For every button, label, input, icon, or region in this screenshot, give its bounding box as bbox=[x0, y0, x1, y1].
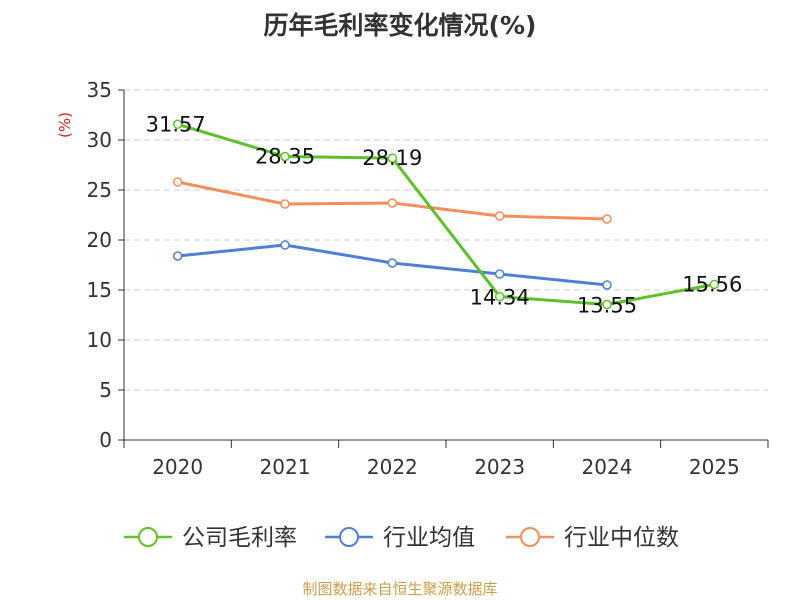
series-line-0 bbox=[176, 122, 716, 306]
legend-label: 行业均值 bbox=[383, 525, 475, 551]
data-label: 14.34 bbox=[470, 286, 530, 310]
y-tick-label: 25 bbox=[87, 178, 112, 202]
data-label: 15.56 bbox=[682, 272, 742, 296]
data-label: 28.35 bbox=[255, 145, 315, 169]
series-lines bbox=[172, 119, 720, 310]
y-axis-label: (%) bbox=[56, 112, 74, 138]
data-point bbox=[602, 280, 612, 290]
data-point bbox=[387, 198, 398, 208]
y-tick-label: 15 bbox=[87, 278, 112, 302]
x-tick-label: 2023 bbox=[474, 455, 525, 479]
y-tick-label: 0 bbox=[99, 428, 112, 452]
data-point bbox=[280, 199, 290, 209]
data-label: 28.19 bbox=[362, 146, 422, 170]
data-point bbox=[494, 291, 505, 302]
data-point bbox=[387, 153, 398, 163]
data-point bbox=[494, 269, 505, 279]
x-tick-label: 2022 bbox=[367, 455, 418, 479]
x-tick-label: 2021 bbox=[260, 455, 311, 479]
y-tick-label: 30 bbox=[87, 128, 112, 152]
data-point bbox=[172, 251, 183, 261]
y-tick-label: 20 bbox=[87, 228, 112, 252]
data-point bbox=[602, 214, 612, 224]
x-tick-label: 2020 bbox=[152, 455, 203, 479]
grid-lines bbox=[124, 89, 768, 391]
x-tick-label: 2024 bbox=[582, 455, 633, 479]
data-point bbox=[709, 279, 720, 290]
data-label: 31.57 bbox=[146, 112, 206, 136]
legend-label: 行业中位数 bbox=[564, 525, 679, 551]
legend-marker bbox=[520, 527, 540, 547]
data-point bbox=[172, 119, 183, 130]
chart-title: 历年毛利率变化情况(%) bbox=[263, 11, 537, 40]
y-tick-label: 5 bbox=[99, 378, 112, 402]
legend-marker bbox=[339, 527, 359, 547]
data-label: 13.55 bbox=[577, 294, 637, 318]
data-point bbox=[602, 299, 612, 310]
data-point bbox=[280, 240, 290, 250]
data-point bbox=[280, 151, 290, 162]
source-footer: 制图数据来自恒生聚源数据库 bbox=[302, 580, 498, 598]
y-tick-label: 35 bbox=[87, 78, 112, 102]
legend-marker bbox=[138, 527, 158, 547]
data-point bbox=[387, 258, 398, 268]
data-point bbox=[494, 211, 505, 221]
legend: 公司毛利率 行业均值 行业中位数 bbox=[124, 525, 679, 551]
legend-label: 公司毛利率 bbox=[182, 525, 297, 551]
data-point bbox=[172, 177, 183, 187]
x-tick-label: 2025 bbox=[689, 455, 740, 479]
data-labels: 31.57 28.35 28.19 14.34 13.55 15.56 bbox=[146, 112, 743, 317]
y-tick-label: 10 bbox=[87, 328, 112, 352]
